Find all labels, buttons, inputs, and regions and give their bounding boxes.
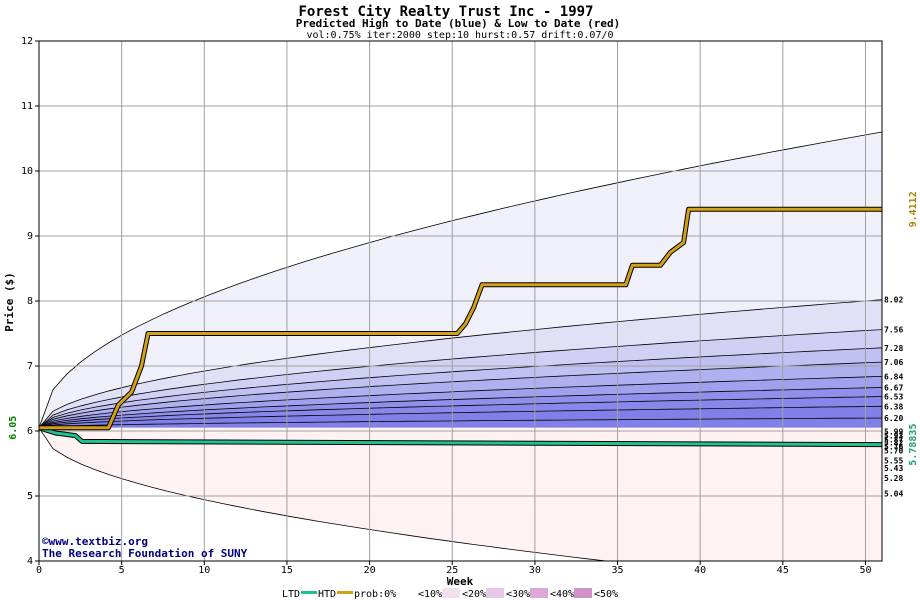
high-band-8 — [39, 406, 882, 428]
credit-line-1: ©www.textbiz.org — [42, 535, 148, 548]
band-label-11: 5.93 — [884, 432, 903, 441]
legend-item-0: <10% — [418, 589, 442, 600]
band-label-2: 7.56 — [884, 326, 903, 335]
high-band-edge-6 — [39, 387, 882, 429]
x-tick-label-40: 40 — [694, 565, 706, 576]
legend-ltd-label: LTD — [282, 589, 300, 600]
legend-swatch-4 — [574, 588, 592, 598]
chart-title: Forest City Realty Trust Inc - 1997 — [298, 4, 593, 20]
band-label-16: 5.55 — [884, 456, 903, 465]
band-label-12: 5.87 — [884, 435, 903, 444]
start-price-label: 6.05 — [8, 416, 19, 440]
x-tick-label-15: 15 — [281, 565, 293, 576]
ltd-series-line — [39, 426, 882, 447]
legend: LTD HTD prob:0% <10% <20% <30% <40% <50% — [282, 588, 618, 600]
high-band-edge-7 — [39, 396, 882, 429]
y-tick-label-9: 9 — [27, 231, 33, 242]
y-axis-label: Price ($) — [3, 272, 16, 332]
high-band-2 — [39, 329, 882, 428]
band-label-9: 6.20 — [884, 414, 903, 423]
x-tick-label-20: 20 — [364, 565, 376, 576]
high-band-edge-2 — [39, 329, 882, 429]
band-label-14: 5.76 — [884, 443, 903, 452]
y-tick-label-12: 12 — [21, 36, 33, 47]
high-band-3 — [39, 347, 882, 428]
high-band-edge-0 — [39, 131, 882, 428]
legend-htd-swatch — [337, 591, 353, 594]
x-tick-label-30: 30 — [529, 565, 541, 576]
band-label-19: 5.04 — [884, 489, 903, 498]
htd-end-label: 9.4112 — [908, 191, 919, 227]
high-band-edge-1 — [39, 299, 882, 429]
high-band-edge-9 — [39, 417, 882, 429]
credit-line-2: The Research Foundation of SUNY — [42, 547, 248, 560]
y-tick-label-10: 10 — [21, 166, 33, 177]
x-tick-label-10: 10 — [198, 565, 210, 576]
high-band-4 — [39, 362, 882, 428]
x-tick-label-50: 50 — [859, 565, 871, 576]
band-label-4: 7.06 — [884, 358, 903, 367]
y-tick-label-7: 7 — [27, 361, 33, 372]
x-tick-label-25: 25 — [446, 565, 458, 576]
band-label-18: 5.28 — [884, 474, 903, 483]
high-band-edge-3 — [39, 347, 882, 429]
series-lines — [39, 206, 882, 448]
band-label-13: 5.82 — [884, 439, 903, 448]
high-band-5 — [39, 376, 882, 428]
legend-swatch-3 — [530, 588, 548, 598]
probability-bands — [39, 131, 882, 561]
x-tick-label-0: 0 — [36, 565, 42, 576]
y-tick-label-5: 5 — [27, 491, 33, 502]
high-band-0 — [39, 132, 882, 428]
high-band-edge-8 — [39, 405, 882, 429]
low-band-edge-10 — [39, 427, 610, 561]
high-band-7 — [39, 396, 882, 428]
legend-item-4: <50% — [594, 589, 618, 600]
ltd-end-label: 5.78835 — [908, 424, 919, 466]
htd-series-line — [39, 207, 882, 430]
legend-item-3: <40% — [550, 589, 574, 600]
band-label-5: 6.84 — [884, 372, 903, 381]
x-axis-label: Week — [447, 575, 474, 588]
legend-swatch-2 — [486, 588, 504, 598]
legend-item-2: <30% — [506, 589, 530, 600]
chart-subtitle: Predicted High to Date (blue) & Low to D… — [296, 17, 621, 30]
x-tick-label-5: 5 — [119, 565, 125, 576]
legend-item-1: <20% — [462, 589, 486, 600]
y-tick-label-11: 11 — [21, 101, 33, 112]
x-tick-label-35: 35 — [612, 565, 624, 576]
y-tick-label-4: 4 — [27, 556, 33, 567]
legend-swatch-1 — [442, 588, 460, 598]
low-band-10 — [39, 427, 882, 561]
band-label-6: 6.67 — [884, 383, 903, 392]
high-band-1 — [39, 299, 882, 428]
band-label-1: 8.02 — [884, 296, 903, 305]
x-tick-label-45: 45 — [777, 565, 789, 576]
chart-params: vol:0.75% iter:2000 step:10 hurst:0.57 d… — [306, 30, 613, 41]
y-tick-label-6: 6 — [27, 426, 33, 437]
legend-swatch-0 — [398, 588, 416, 598]
high-band-9 — [39, 418, 882, 428]
band-label-15: 5.70 — [884, 447, 903, 456]
band-label-17: 5.43 — [884, 464, 903, 473]
y-tick-label-8: 8 — [27, 296, 33, 307]
legend-htd-label: HTD — [318, 589, 336, 600]
grid-lines — [39, 41, 882, 561]
band-label-10: 5.99 — [884, 428, 903, 437]
high-band-edge-4 — [39, 361, 882, 429]
high-band-edge-5 — [39, 376, 882, 429]
band-labels: 8.02 7.56 7.28 7.06 6.84 6.676.536.38 6.20 5.99… — [8, 191, 919, 498]
band-label-8: 6.38 — [884, 402, 903, 411]
band-label-7: 6.53 — [884, 393, 903, 402]
legend-prob-label: prob:0% — [354, 589, 396, 600]
band-label-3: 7.28 — [884, 344, 903, 353]
high-band-6 — [39, 387, 882, 428]
legend-ltd-swatch — [301, 591, 317, 594]
